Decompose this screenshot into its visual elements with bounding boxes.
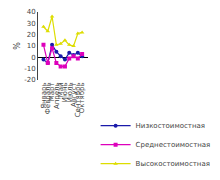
svg-text:Октябрь: Октябрь bbox=[78, 82, 86, 113]
svg-text:Май: Май bbox=[57, 82, 65, 97]
svg-text:-10: -10 bbox=[24, 65, 35, 73]
svg-text:20: 20 bbox=[27, 31, 36, 39]
svg-text:%: % bbox=[13, 42, 22, 50]
svg-text:10: 10 bbox=[27, 42, 36, 50]
svg-text:-20: -20 bbox=[24, 76, 35, 84]
svg-text:40: 40 bbox=[27, 8, 36, 16]
svg-text:Июль: Июль bbox=[66, 82, 74, 102]
svg-text:Среднестоимостная: Среднестоимостная bbox=[136, 141, 211, 149]
svg-text:Апрель: Апрель bbox=[53, 82, 61, 109]
svg-text:Март: Март bbox=[48, 82, 56, 101]
svg-text:Июнь: Июнь bbox=[61, 82, 69, 102]
svg-text:Низкостоимостная: Низкостоимостная bbox=[136, 122, 205, 130]
svg-text:Высокостоимостная: Высокостоимостная bbox=[136, 160, 210, 168]
svg-text:Февраль: Февраль bbox=[44, 82, 52, 114]
svg-text:30: 30 bbox=[27, 20, 36, 28]
svg-text:0: 0 bbox=[31, 54, 35, 62]
svg-text:Сентябрь: Сентябрь bbox=[74, 82, 82, 117]
svg-text:Январь: Январь bbox=[40, 82, 48, 108]
svg-text:Август: Август bbox=[70, 82, 78, 107]
